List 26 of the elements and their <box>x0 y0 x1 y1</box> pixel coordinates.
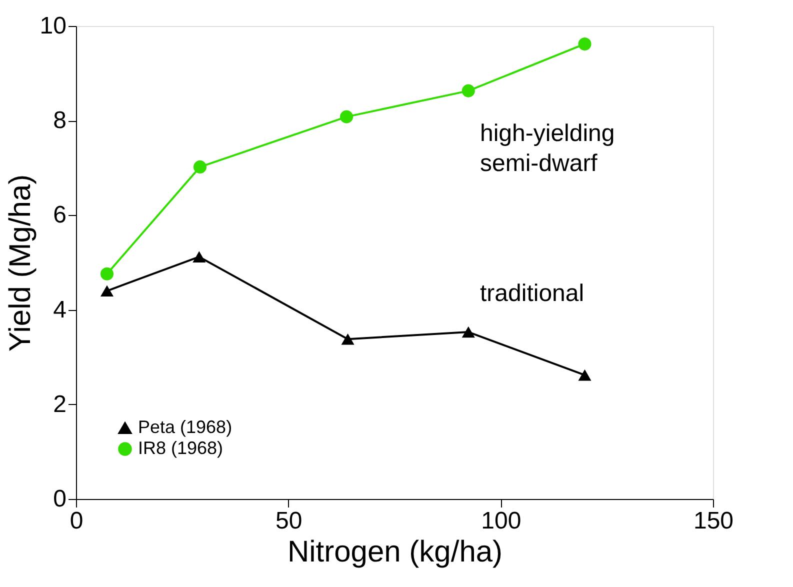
y-tick-label: 4 <box>53 296 66 324</box>
point <box>578 37 592 50</box>
x-tick-label: 100 <box>481 508 522 534</box>
y-axis-title: Yield (Mg/ha) <box>4 174 37 352</box>
legend-label: Peta (1968) <box>138 417 232 437</box>
point <box>100 267 114 280</box>
y-tick-label: 2 <box>53 390 66 418</box>
legend-label: IR8 (1968) <box>138 438 224 458</box>
y-tick-label: 0 <box>53 486 66 512</box>
point <box>100 285 114 297</box>
y-tick-label: 6 <box>53 202 66 229</box>
x-axis-title: Nitrogen (kg/ha) <box>287 536 503 568</box>
y-tick-label: 10 <box>40 12 66 40</box>
point <box>340 110 354 124</box>
point <box>462 326 475 338</box>
annotation: high-yielding semi-dwarf <box>480 120 615 177</box>
point <box>462 84 475 98</box>
annotation: traditional <box>480 280 584 307</box>
point <box>578 369 592 381</box>
point <box>192 251 206 262</box>
x-tick-label: 50 <box>275 508 302 534</box>
point <box>193 160 207 174</box>
x-tick-label: 0 <box>70 508 84 534</box>
y-tick-label: 8 <box>53 107 66 134</box>
point <box>341 333 354 345</box>
x-tick-label: 150 <box>693 508 734 534</box>
